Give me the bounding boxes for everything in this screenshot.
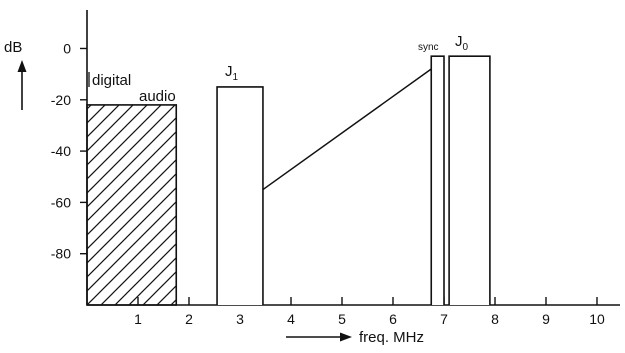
j0-label-main: J bbox=[455, 33, 463, 50]
j0-label: J0 bbox=[455, 33, 469, 53]
y-tick-label: -60 bbox=[51, 194, 71, 210]
x-tick-label: 7 bbox=[440, 311, 448, 327]
y-tick-label: -40 bbox=[51, 143, 71, 159]
x-tick-label: 8 bbox=[491, 311, 499, 327]
ramp-line bbox=[262, 68, 432, 191]
y-tick-label: -20 bbox=[51, 92, 71, 108]
band-annotations: digital audio J1 sync J0 bbox=[88, 33, 469, 105]
x-tick-label: 5 bbox=[338, 311, 346, 327]
y-tick-label: -80 bbox=[51, 246, 71, 262]
x-tick-label: 6 bbox=[389, 311, 397, 327]
y-axis-title-group: dB bbox=[4, 39, 27, 110]
band-digital-audio bbox=[86, 104, 178, 306]
j1-label-main: J bbox=[225, 63, 233, 80]
x-ticks: 1 2 3 4 5 6 7 8 9 10 bbox=[134, 297, 605, 327]
x-tick-label: 3 bbox=[236, 311, 244, 327]
band-j0 bbox=[448, 55, 491, 305]
x-axis-title: freq. MHz bbox=[359, 329, 424, 346]
band-sync bbox=[430, 55, 445, 305]
x-tick-label: 10 bbox=[589, 311, 605, 327]
j0-label-sub: 0 bbox=[463, 42, 469, 53]
x-tick-label: 1 bbox=[134, 311, 142, 327]
x-axis-arrow-head bbox=[340, 332, 352, 342]
j1-label: J1 bbox=[225, 63, 239, 83]
sync-label: sync bbox=[418, 42, 439, 53]
bands bbox=[86, 55, 491, 306]
x-tick-label: 9 bbox=[542, 311, 550, 327]
digital-audio-label-line1: digital bbox=[92, 72, 131, 89]
j1-label-sub: 1 bbox=[233, 72, 239, 83]
y-tick-label: 0 bbox=[63, 40, 71, 56]
x-tick-label: 4 bbox=[287, 311, 295, 327]
x-axis-title-group: freq. MHz bbox=[286, 329, 424, 346]
digital-audio-label-line2: audio bbox=[139, 88, 176, 105]
band-j1 bbox=[216, 86, 264, 305]
y-axis-title: dB bbox=[4, 39, 22, 56]
y-axis-arrow-head bbox=[17, 60, 27, 72]
y-ticks: 0 -20 -40 -60 -80 bbox=[51, 40, 87, 262]
x-tick-label: 2 bbox=[185, 311, 193, 327]
